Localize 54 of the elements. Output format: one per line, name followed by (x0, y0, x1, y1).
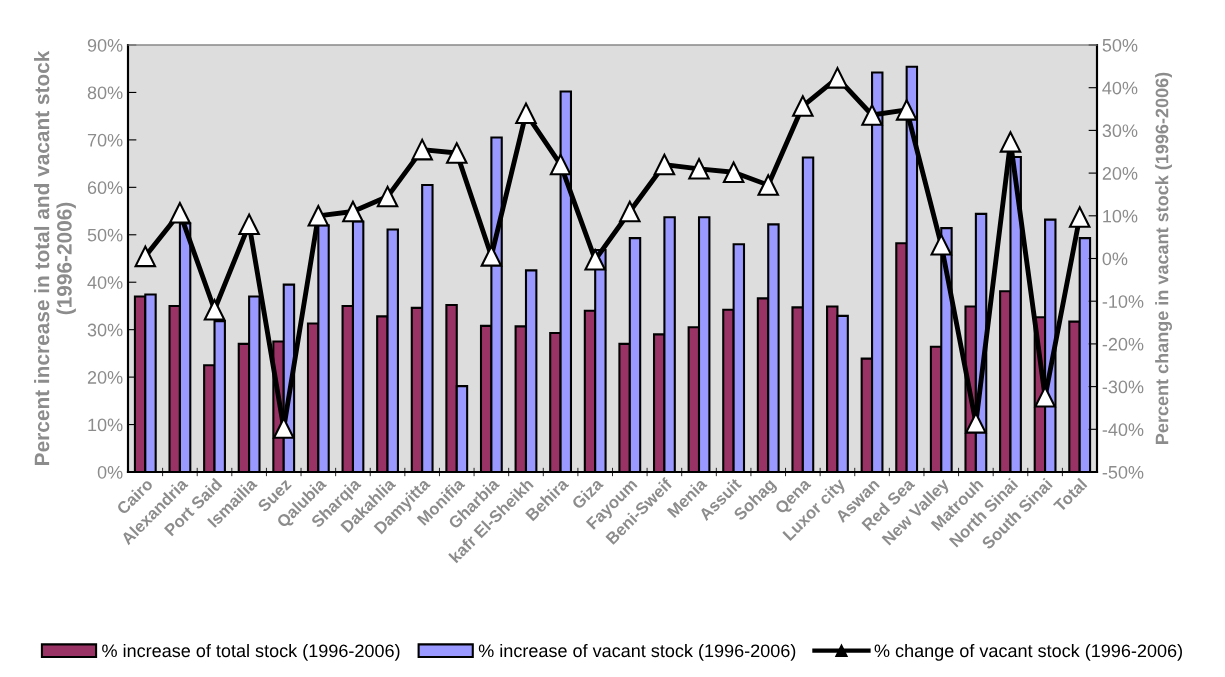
point (861, 104, 883, 126)
point (446, 142, 468, 164)
point (688, 158, 710, 180)
point (480, 245, 503, 267)
point (238, 213, 260, 236)
point (515, 102, 537, 125)
point (1068, 206, 1091, 228)
point (134, 245, 157, 268)
point (342, 200, 364, 223)
y2-tick-label: 50% (1102, 38, 1138, 52)
point (999, 131, 1022, 153)
point (272, 417, 295, 439)
legend-label: % increase of total stock (1996-2006) (102, 643, 400, 661)
point (895, 99, 918, 121)
legend-label: % increase of vacant stock (1996-2006) (478, 643, 796, 661)
legend-label: % change of vacant stock (1996-2006) (874, 643, 1182, 661)
point (584, 249, 606, 271)
y2-axis-title: Percent change in vacant stock (1996-2006) (1155, 72, 1173, 444)
point (757, 174, 779, 196)
point (411, 138, 433, 161)
y2-tick-label: 20% (1102, 167, 1138, 180)
point (792, 95, 814, 117)
y2-tick-label: 0% (1102, 252, 1128, 266)
y-tick-label: 40% (87, 276, 123, 289)
y2-tick-label: -20% (1102, 337, 1144, 351)
point (722, 161, 745, 184)
point (965, 412, 987, 434)
point (203, 298, 226, 321)
y2-tick-label: 40% (1102, 81, 1138, 95)
point (826, 67, 849, 89)
y-tick-label: 90% (87, 38, 123, 52)
y-tick-label: 30% (87, 323, 123, 337)
y-tick-label: 80% (87, 86, 123, 100)
y2-tick-label: -50% (1102, 465, 1144, 479)
point (653, 153, 676, 176)
point (549, 153, 572, 176)
y-tick-label: 60% (87, 181, 123, 195)
y2-tick-label: 30% (1102, 124, 1138, 138)
y-tick-label: 50% (87, 228, 123, 242)
y2-tick-label: -10% (1102, 295, 1144, 308)
y2-tick-label: -40% (1102, 423, 1144, 437)
point (307, 205, 330, 227)
y-tick-label: 10% (88, 418, 123, 432)
point (930, 234, 953, 256)
y2-tick-label: 10% (1103, 209, 1138, 223)
y-tick-label: 0% (97, 465, 123, 479)
point (1034, 386, 1056, 408)
y-tick-label: 70% (87, 133, 123, 147)
point (619, 200, 641, 223)
y-axis-title: Percent increase in total and vacant stock (1996-2006) (34, 50, 76, 465)
y2-tick-label: -30% (1102, 380, 1144, 394)
point (376, 185, 399, 208)
y-tick-label: 20% (87, 371, 123, 384)
point (169, 202, 191, 224)
